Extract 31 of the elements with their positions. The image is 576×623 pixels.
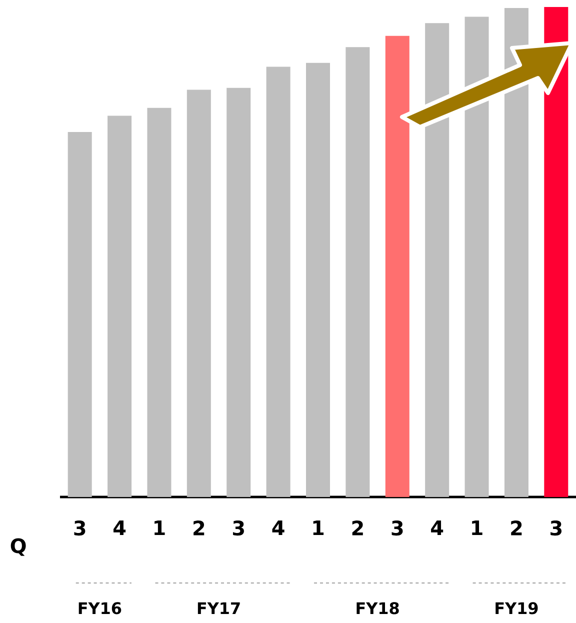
bar [266, 66, 290, 497]
x-tick-label: 3 [74, 520, 86, 536]
x-tick-label: 4 [272, 520, 284, 536]
text: FY17 [198, 602, 240, 614]
bar [464, 16, 489, 497]
text: FY19 [496, 602, 538, 614]
x-tick-label: 3 [550, 520, 562, 536]
x-tick-label: 4 [431, 520, 444, 536]
bar [504, 8, 528, 497]
bar [306, 62, 330, 497]
x-tick-label: 1 [313, 520, 324, 536]
bar [425, 23, 450, 497]
bar [186, 90, 211, 497]
x-tick-label: 1 [154, 520, 165, 536]
bar [544, 6, 568, 497]
bar [346, 47, 370, 497]
bar [68, 132, 92, 497]
x-tick-label: 3 [392, 520, 403, 536]
bar [226, 88, 251, 497]
x-tick-label: 2 [511, 520, 522, 536]
x-axis-title: Q [10, 538, 26, 556]
bar [147, 108, 172, 497]
x-tick-label: 4 [113, 520, 126, 536]
bar [385, 36, 410, 497]
x-tick-label: 3 [233, 520, 244, 536]
text: FY16 [78, 602, 122, 614]
x-tick-label: 1 [472, 520, 482, 536]
bar [108, 116, 132, 497]
x-tick-label: 2 [194, 520, 204, 536]
text: FY18 [356, 602, 399, 614]
x-tick-label: 2 [352, 520, 363, 536]
